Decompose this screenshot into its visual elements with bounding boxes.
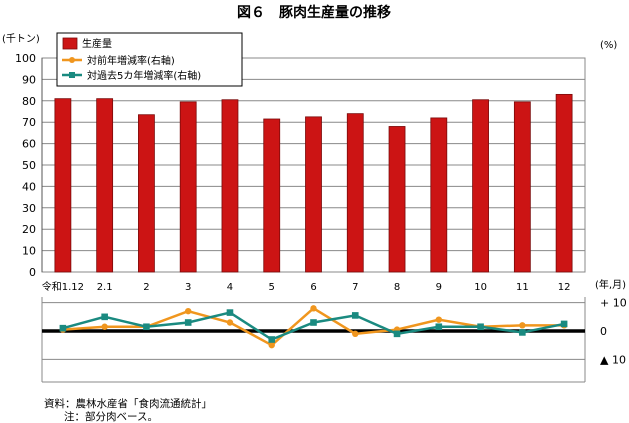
y-tick-label: 40 [22,180,36,193]
series-point [477,323,484,331]
x-tick-label: 5 [269,282,275,293]
y-tick-label: 80 [22,95,36,108]
bar [179,101,197,273]
x-tick-label: 7 [352,282,358,293]
series-point [310,305,317,312]
y-tick-label: 0 [29,266,36,279]
legend-label: 対前年増減率(右軸) [87,54,175,67]
series-point [435,323,443,331]
legend-label: 生産量 [82,37,112,50]
series-point [560,320,568,328]
series-point [310,319,317,326]
bar [138,114,155,273]
x-tick-label: 9 [436,282,442,293]
series-point [59,324,67,332]
y-tick-label: 30 [22,202,36,215]
legend-marker [69,72,75,78]
bar [430,117,448,273]
y-tick-label: 10 [22,245,36,258]
y-tick-label: 50 [22,159,36,172]
series-point [435,316,443,323]
right-tick-label: + 10 [600,297,627,310]
series-point [101,313,108,321]
y-tick-label: 70 [22,116,36,129]
series-point [268,336,276,343]
series-point [226,319,234,326]
series-point [351,312,359,319]
y-tick-label: 20 [22,223,36,236]
right-tick-label: 0 [600,325,607,338]
bar [305,116,322,273]
footnote: 注：部分肉ベース。 [64,410,158,423]
series-point [268,341,275,349]
right-axis-ticks: + 10 0 ▲ 10 [600,297,627,367]
x-axis-ticks: 令和1.12 2.1 2 3 4 5 6 7 8 9 10 11 12 [42,280,571,293]
line-series [59,305,568,349]
lower-gridlines [41,297,586,383]
bar-series [54,93,573,273]
bar [263,118,281,273]
series-point [143,323,150,331]
x-tick-label: 3 [185,282,191,293]
x-tick-label: 2 [143,282,149,293]
x-tick-label: 12 [558,282,571,293]
x-unit-label: (年,月) [595,278,626,291]
right-unit-label: (%) [600,40,617,51]
x-tick-label: 10 [474,282,487,293]
legend-box [56,32,243,87]
x-tick-label: 2.1 [97,282,113,293]
bar [472,99,489,273]
right-tick-label: ▲ 10 [600,353,626,366]
series-point [519,329,526,336]
x-tick-label: 6 [310,282,316,293]
series-point [519,322,526,329]
x-tick-label: 4 [227,282,233,293]
bar [388,126,406,273]
series-point [184,307,192,315]
legend-swatch-bar [62,37,78,50]
bar [221,99,239,273]
series-point [352,330,359,338]
left-unit-label: (千トン) [2,33,40,45]
bar [555,93,573,273]
bar [54,98,72,273]
series-point [184,319,192,326]
series-point [393,330,401,338]
bar [513,101,531,273]
chart-title: 図６ 豚肉生産量の推移 [237,4,391,21]
series-point [226,309,234,316]
y-tick-label: 60 [22,138,36,151]
bar [96,98,114,273]
x-tick-label: 8 [394,282,400,293]
series-point [101,323,108,330]
x-tick-label: 11 [516,282,529,293]
legend-marker [69,57,75,63]
y-tick-label: 100 [15,52,36,65]
x-tick-label: 令和1.12 [42,280,84,293]
source-note: 資料：農林水産省「食肉流通統計」 [44,397,212,410]
bar [346,113,364,273]
legend-label: 対過去5カ年増減率(右軸) [87,69,201,82]
y-tick-label: 90 [22,73,36,86]
